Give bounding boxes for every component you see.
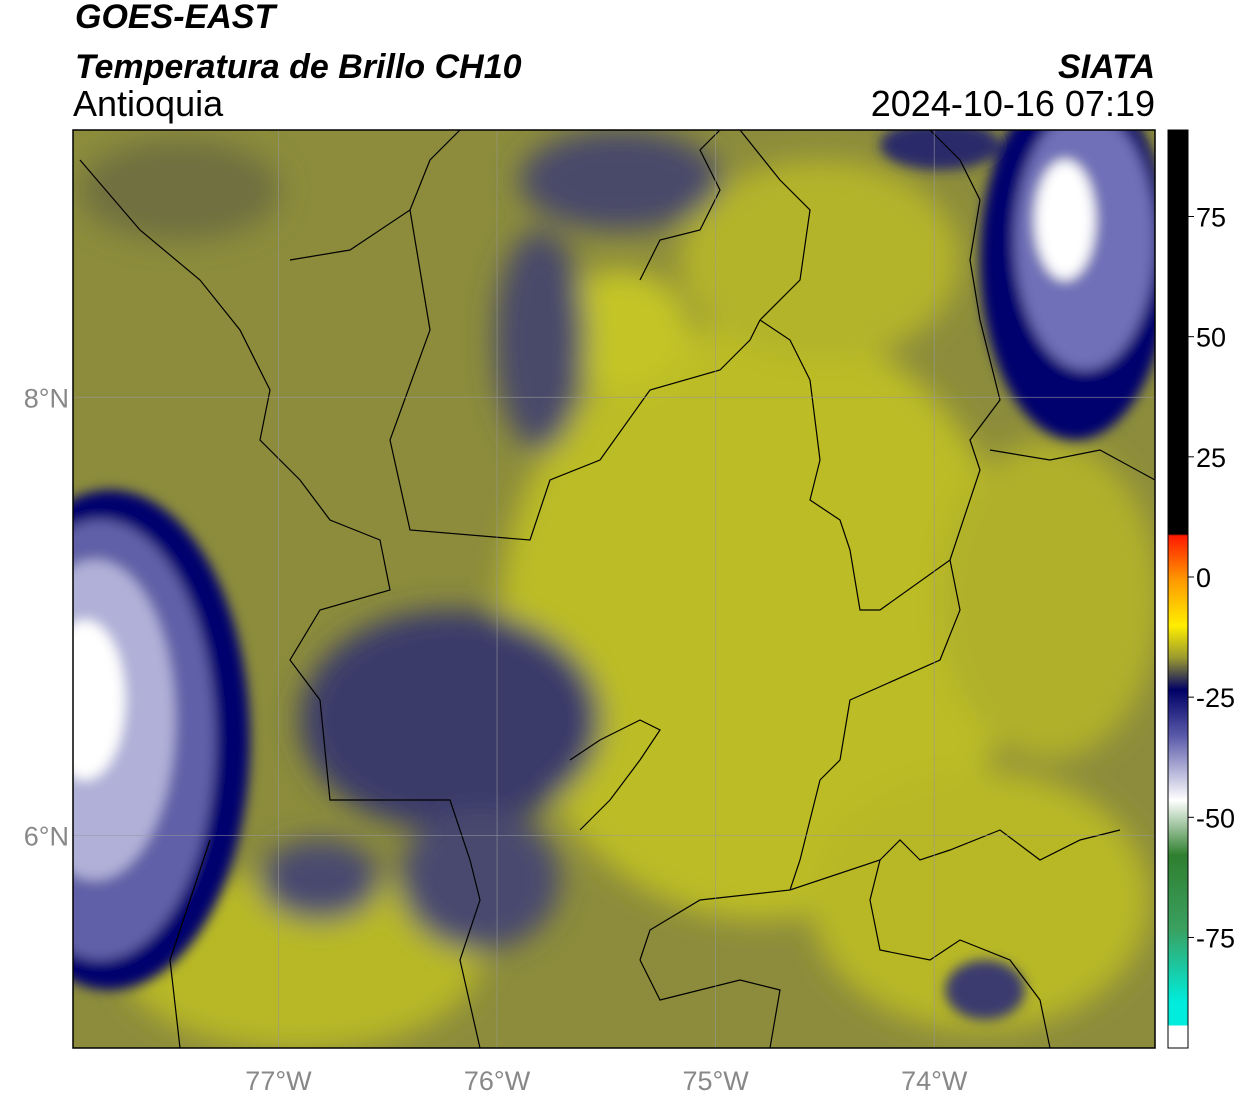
colorbar-tick-label: -25 <box>1196 683 1235 713</box>
colorbar-tick-label: -75 <box>1196 923 1235 953</box>
colorbar-tick-label: 0 <box>1196 563 1211 593</box>
colorbar-tick-label: 25 <box>1196 443 1226 473</box>
lat-label: 8°N <box>24 383 69 413</box>
lon-label: 77°W <box>245 1066 312 1096</box>
source: SIATA <box>1058 48 1155 86</box>
title: GOES-EAST <box>75 0 278 36</box>
lon-label: 74°W <box>901 1066 968 1096</box>
borders <box>79 130 1155 1048</box>
colorbar <box>1167 129 1189 1049</box>
colorbar-tick-label: 50 <box>1196 323 1226 353</box>
colorbar-tick-label: -50 <box>1196 803 1235 833</box>
lon-label: 76°W <box>464 1066 531 1096</box>
colorbar-tick-label: 75 <box>1196 203 1226 233</box>
region: Antioquia <box>73 83 224 124</box>
subtitle: Temperatura de Brillo CH10 <box>75 48 522 86</box>
timestamp: 2024-10-16 07:19 <box>871 83 1155 124</box>
graticule: 77°W 76°W 75°W 74°W 8°N 6°N <box>24 130 1155 1096</box>
lon-label: 75°W <box>682 1066 749 1096</box>
lat-label: 6°N <box>24 821 69 851</box>
colorbar-ticks: 75 50 25 0 -25 -50 -75 <box>1188 203 1235 953</box>
map-frame <box>72 129 1156 1049</box>
map-field <box>73 130 1155 1048</box>
